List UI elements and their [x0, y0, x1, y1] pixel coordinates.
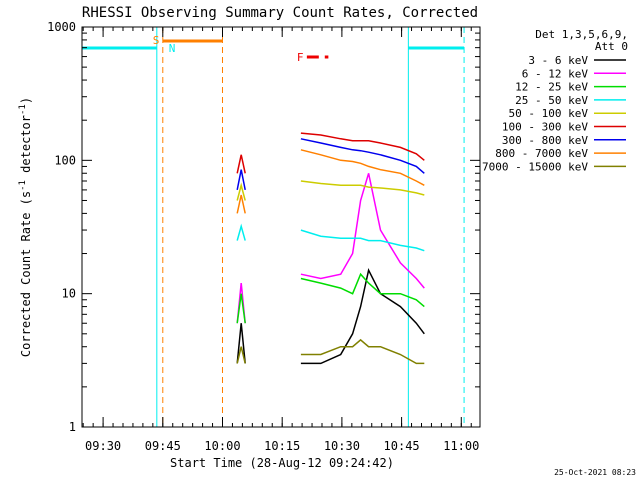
footer-timestamp: 25-Oct-2021 08:23: [554, 468, 636, 477]
x-tick-label: 10:45: [384, 439, 420, 453]
x-tick-label: 10:30: [324, 439, 360, 453]
series-line: [300, 272, 425, 308]
series-line: [236, 223, 246, 241]
plot-frame: [81, 26, 481, 428]
series-line: [236, 293, 246, 324]
series-line: [300, 338, 425, 365]
y-tick-label: 100: [54, 153, 76, 167]
y-tick-label: 1000: [47, 20, 76, 34]
legend-label: 7000 - 15000 keV: [482, 160, 588, 173]
series-line: [300, 267, 425, 365]
series-line: [300, 229, 425, 252]
legend-label: 25 - 50 keV: [515, 94, 588, 107]
legend-label: 6 - 12 keV: [522, 67, 589, 80]
legend-header-line-1: Det 1,3,5,6,9,: [535, 28, 628, 41]
series-line: [300, 180, 425, 196]
y-tick-label: 10: [62, 287, 76, 301]
series-line: [236, 182, 246, 201]
series-line: [236, 346, 246, 364]
night-label: N: [169, 42, 176, 55]
legend-label: 100 - 300 keV: [502, 121, 588, 134]
flare-label: F: [297, 51, 304, 64]
legend-label: 12 - 25 keV: [515, 81, 588, 94]
legend-label: 800 - 7000 keV: [495, 147, 588, 160]
saa-label: S: [153, 34, 160, 47]
legend-header-line-2: Att 0: [595, 40, 628, 53]
series-line: [236, 323, 246, 364]
x-tick-label: 10:15: [264, 439, 300, 453]
x-tick-label: 09:45: [145, 439, 181, 453]
series-line: [236, 194, 246, 214]
chart-title: RHESSI Observing Summary Count Rates, Co…: [82, 5, 478, 21]
y-tick-label: 1: [69, 420, 76, 434]
series-line: [300, 138, 425, 174]
plot-area: SN F: [82, 27, 465, 427]
legend-label: 50 - 100 keV: [509, 107, 589, 120]
series-line: [300, 149, 425, 186]
x-tick-label: 09:30: [85, 439, 121, 453]
x-axis-label: Start Time (28-Aug-12 09:24:42): [170, 456, 394, 470]
series-line: [236, 154, 246, 174]
x-tick-label: 11:00: [443, 439, 479, 453]
y-axis-label: Corrected Count Rate (s-1 detector-1): [18, 97, 33, 357]
axes: 1 10 100 1000 09:30 09:45 10:00 10:15 10:30 10:45…: [47, 20, 481, 453]
series-line: [300, 132, 425, 161]
series-line: [236, 169, 246, 191]
legend-label: 3 - 6 keV: [528, 54, 588, 67]
legend-label: 300 - 800 keV: [502, 134, 588, 147]
x-tick-label: 10:00: [204, 439, 240, 453]
